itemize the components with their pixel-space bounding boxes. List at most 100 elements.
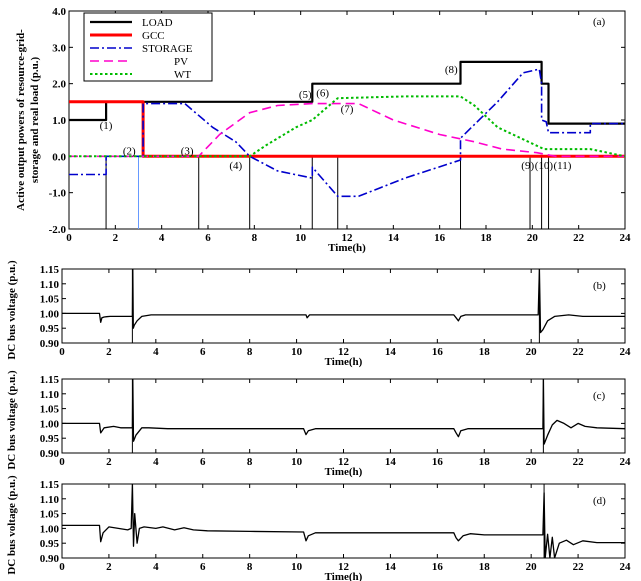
x-tick-label: 10 [291, 561, 303, 573]
y-tick-label: 1.15 [40, 479, 60, 491]
y-tick-label: 1.15 [40, 264, 60, 276]
wt-series-line [69, 95, 625, 158]
panel-d: 0 2 4 6 8 10 12 14 16 18 20 22 240.900.951.001.051.1… [6, 475, 631, 581]
y-tick-label: 0.95 [40, 538, 60, 550]
voltage-series-line [62, 379, 625, 445]
x-tick-label: 14 [385, 561, 397, 573]
panel-label: (d) [593, 495, 606, 507]
x-tick-label: 2 [106, 456, 112, 468]
y-tick-label: 1.15 [40, 374, 60, 386]
x-tick-label: 10 [295, 232, 307, 244]
x-tick-label: 20 [526, 561, 538, 573]
legend-label: WT [174, 69, 191, 81]
x-axis-label: Time(h) [325, 466, 363, 478]
x-axis-label: Time(h) [325, 356, 363, 368]
x-tick-label: 12 [338, 456, 350, 468]
x-tick-label: 14 [385, 456, 397, 468]
event-annotation: (8) [445, 64, 458, 76]
x-tick-label: 12 [342, 232, 354, 244]
y-tick-label: -2.0 [49, 224, 67, 236]
panel-b: 0 2 4 6 8 10 12 14 16 18 20 22 240.900.951.001.051.1… [6, 260, 631, 368]
x-tick-label: 0 [59, 346, 65, 358]
y-axis-label: DC bus voltage (p.u.) [6, 260, 18, 360]
y-tick-label: -1.0 [49, 188, 67, 200]
voltage-series-line [62, 269, 625, 334]
y-tick-label: 2.0 [52, 79, 66, 91]
panel-c: 0 2 4 6 8 10 12 14 16 18 20 22 240.900.951.001.051.1… [6, 370, 631, 478]
x-tick-label: 6 [205, 232, 211, 244]
y-tick-label: 1.00 [40, 308, 60, 320]
x-tick-label: 22 [573, 561, 585, 573]
event-annotation: (4) [229, 160, 242, 172]
legend-label: PV [174, 56, 188, 68]
x-tick-label: 6 [200, 456, 206, 468]
voltage-series-line [62, 484, 625, 558]
plot-frame [61, 378, 626, 454]
x-tick-label: 8 [247, 456, 253, 468]
x-tick-label: 22 [573, 346, 585, 358]
plot-area [62, 379, 625, 453]
event-annotation: (7) [341, 104, 354, 116]
x-tick-label: 12 [338, 346, 350, 358]
y-tick-label: 0.0 [52, 151, 66, 163]
event-annotation: (9) [521, 160, 534, 172]
x-tick-label: 2 [106, 346, 112, 358]
legend-label: STORAGE [142, 43, 193, 55]
panel-label: (a) [593, 16, 606, 28]
x-tick-label: 20 [526, 346, 538, 358]
legend-box [83, 12, 213, 82]
plot-frame [61, 483, 626, 559]
x-tick-label: 8 [247, 346, 253, 358]
x-tick-label: 24 [620, 232, 632, 244]
x-tick-label: 16 [432, 346, 444, 358]
y-tick-label: 1.10 [40, 279, 60, 291]
y-axis-label-line: storage and real load (p.u.) [29, 57, 41, 184]
y-tick-label: 1.00 [40, 418, 60, 430]
load-series-line [69, 60, 625, 125]
y-tick-label: 1.00 [40, 523, 60, 535]
x-tick-label: 18 [481, 232, 493, 244]
y-axis-label: DC bus voltage (p.u.) [6, 370, 18, 470]
y-tick-label: 1.10 [40, 389, 60, 401]
x-tick-label: 0 [66, 232, 72, 244]
panel-a: 0 2 4 6 8 10 12 14 16 18 20 22 24-2.0-1.00.01.02.03.… [15, 6, 631, 254]
x-tick-label: 6 [200, 561, 206, 573]
x-tick-label: 16 [432, 456, 444, 468]
y-axis-label: DC bus voltage (p.u.) [6, 475, 18, 575]
y-tick-label: 4.0 [52, 6, 66, 18]
y-tick-label: 1.10 [40, 494, 60, 506]
x-axis-label: Time(h) [328, 242, 366, 254]
x-tick-label: 4 [153, 561, 159, 573]
y-tick-label: 1.05 [40, 509, 60, 521]
x-tick-label: 24 [620, 456, 632, 468]
x-tick-label: 10 [291, 456, 303, 468]
x-tick-label: 6 [200, 346, 206, 358]
x-tick-label: 8 [247, 561, 253, 573]
x-tick-label: 14 [385, 346, 397, 358]
x-axis-label: Time(h) [325, 571, 363, 581]
y-tick-label: 1.05 [40, 404, 60, 416]
event-annotation: (1) [100, 120, 113, 132]
x-tick-label: 4 [159, 232, 165, 244]
x-tick-label: 12 [338, 561, 350, 573]
y-tick-label: 1.0 [52, 115, 66, 127]
x-tick-label: 16 [432, 561, 444, 573]
x-tick-label: 22 [573, 456, 585, 468]
x-tick-label: 18 [479, 456, 491, 468]
y-tick-label: 0.90 [40, 338, 60, 350]
x-tick-label: 24 [620, 561, 632, 573]
x-tick-label: 16 [434, 232, 446, 244]
panel-label: (c) [593, 390, 606, 402]
x-tick-label: 14 [388, 232, 400, 244]
x-tick-label: 22 [573, 232, 585, 244]
y-tick-label: 1.05 [40, 294, 60, 306]
legend-label: LOAD [142, 17, 173, 29]
event-annotation: (6) [316, 87, 329, 99]
x-tick-label: 4 [153, 346, 159, 358]
y-axis-label-line: Active output powers of resource-grid- [15, 29, 27, 211]
x-tick-label: 8 [252, 232, 258, 244]
x-tick-label: 20 [526, 456, 538, 468]
y-tick-label: 0.90 [40, 553, 60, 565]
x-tick-label: 0 [59, 561, 65, 573]
